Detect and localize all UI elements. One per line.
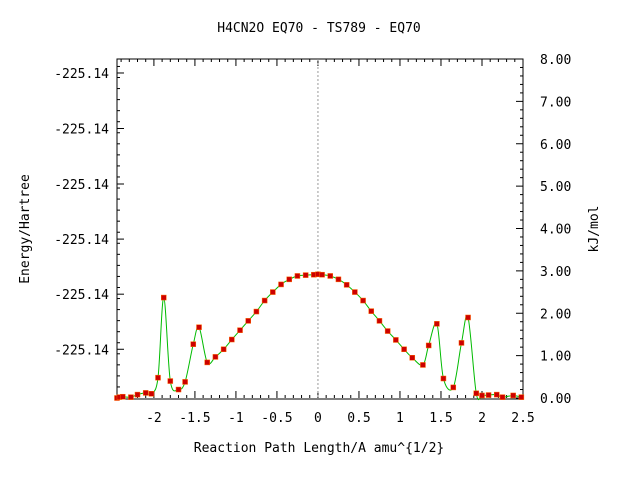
data-point [319,271,325,278]
x-tick-label: 0.5 [347,411,370,426]
data-point [401,346,407,353]
y-left-tick-labels: -225.14 -225.14 -225.14 -225.14 -225.14 -225.… [54,67,109,358]
data-point [212,354,219,360]
data-point [175,386,182,393]
data-point [142,390,149,396]
data-point [134,391,141,398]
data-point [294,273,301,279]
data-point [278,281,284,288]
axis-ticks [117,58,524,399]
y-right-tick-label: 0.00 [540,392,571,407]
data-point [420,362,426,368]
y-right-tick-label: 4.00 [540,223,571,238]
data-point [237,327,243,333]
data-point [360,297,366,304]
data-point [510,392,516,399]
data-point [425,342,432,349]
x-tick-label: -2 [146,411,162,426]
x-tick-label: 1 [396,411,404,426]
y-left-tick-label: -225.14 [54,288,109,303]
data-point [245,318,251,324]
data-point [473,390,479,397]
data-point [182,379,188,385]
x-tick-label: -1.5 [179,411,210,426]
data-point [458,340,465,346]
energy-profile-points [114,271,525,401]
x-tick-label: 0 [314,411,322,426]
data-point [479,392,485,399]
data-point [167,378,174,384]
y-right-tick-label: 7.00 [540,95,571,110]
data-point [161,294,167,301]
data-point [494,391,500,398]
y-right-tick-label: 5.00 [540,180,571,195]
plot-frame [116,58,524,400]
y-left-tick-label: -225.14 [54,343,109,358]
x-axis-label: Reaction Path Length/A amu^{1/2} [194,441,444,456]
data-point [196,324,202,330]
y-right-axis-label: kJ/mol [587,206,602,253]
data-point [253,308,260,315]
data-point [204,359,210,366]
data-point [384,328,391,334]
data-point [286,276,292,283]
data-point [155,374,161,381]
y-left-tick-label: -225.14 [54,178,109,193]
x-tick-label: 1.5 [429,411,452,426]
data-point [434,321,440,327]
y-right-tick-label: 6.00 [540,138,571,153]
data-point [343,282,350,288]
y-left-tick-label: -225.14 [54,233,109,248]
data-point [270,289,276,295]
y-left-axis-label: Energy/Hartree [18,174,33,284]
data-point [229,336,235,343]
y-left-tick-label: -225.14 [54,122,109,137]
data-point [261,297,268,304]
data-point [119,393,126,400]
x-tick-label: -0.5 [261,411,292,426]
data-point [409,354,416,361]
data-point [518,394,525,400]
data-point [190,341,197,347]
y-right-tick-label: 3.00 [540,265,571,280]
data-point [220,346,227,353]
x-tick-label: 2.5 [511,411,534,426]
data-point [376,318,383,324]
data-point [335,276,342,283]
y-right-tick-labels: 0.00 1.00 2.00 3.00 4.00 5.00 6.00 7.00 8.00 [540,53,571,407]
data-point [450,384,457,391]
y-left-tick-label: -225.14 [54,67,109,82]
data-point [128,394,134,400]
data-point [393,337,399,343]
chart-title: H4CN2O EQ70 - TS789 - EQ70 [217,21,421,36]
x-tick-labels: -2 -1.5 -1 -0.5 0 0.5 1 1.5 2 2.5 [146,411,535,426]
data-point [148,391,155,397]
x-tick-label: 2 [478,411,486,426]
data-point [465,314,471,321]
data-point [440,375,447,382]
x-tick-label: -1 [228,411,244,426]
data-point [352,289,358,295]
data-point [302,272,309,278]
energy-profile-line [116,273,522,401]
data-point [368,308,375,314]
y-right-tick-label: 8.00 [540,53,571,68]
data-point [485,392,492,398]
data-point [499,394,506,400]
data-point [327,273,334,279]
y-right-tick-label: 1.00 [540,350,571,365]
y-right-tick-label: 2.00 [540,307,571,322]
